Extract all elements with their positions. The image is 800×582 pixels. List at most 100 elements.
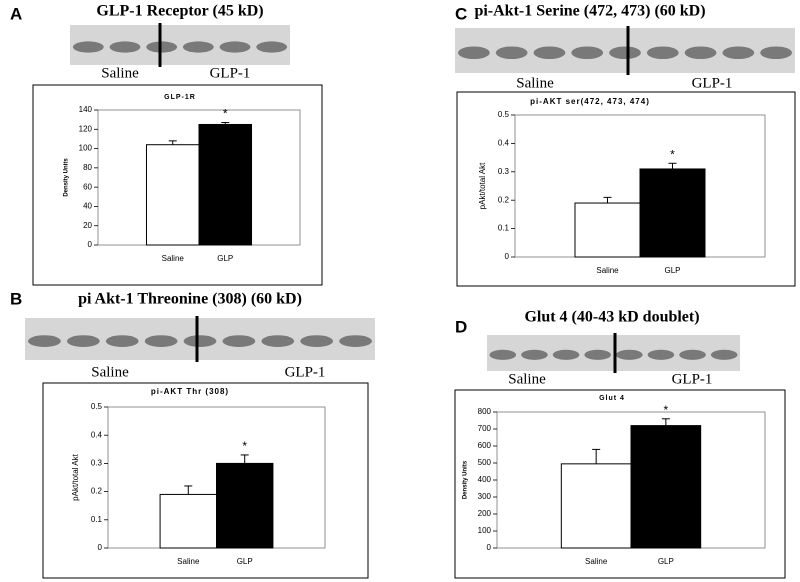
annotation: * (223, 107, 228, 121)
blot-band (710, 349, 738, 360)
y-tick-label: 600 (478, 441, 492, 450)
blot-band (616, 349, 643, 360)
blot-band (67, 335, 100, 347)
x-tick-label: Saline (162, 254, 185, 263)
y-tick-label: 100 (79, 144, 93, 153)
blot-band (722, 46, 755, 60)
y-tick-label: 0.5 (498, 110, 510, 119)
blot-label: Saline (101, 65, 139, 81)
y-tick-label: 100 (478, 526, 492, 535)
annotation: * (670, 147, 675, 161)
blot-band (760, 46, 792, 60)
blot-band (609, 46, 641, 60)
blot-label: GLP-1 (210, 65, 251, 81)
blot-band (105, 335, 139, 347)
bar (560, 463, 632, 549)
blot-label: GLP-1 (692, 75, 733, 91)
y-tick-label: 0.2 (498, 195, 510, 204)
panel-letter: A (10, 4, 22, 23)
blot-band (256, 41, 288, 53)
blot-title: GLP-1 Receptor (45 kD) (96, 3, 263, 20)
y-tick-label: 120 (79, 124, 93, 133)
bar (630, 425, 702, 549)
blot-band (219, 41, 251, 53)
blot-title: pi Akt-1 Threonine (308) (60 kD) (78, 291, 302, 308)
y-tick-label: 0 (98, 543, 103, 552)
bar (216, 462, 274, 549)
x-tick-label: Saline (596, 266, 619, 275)
panel-letter: C (455, 4, 467, 23)
panel-letter: D (455, 317, 467, 336)
y-axis-label: Density Units (64, 158, 70, 197)
blot-band (679, 349, 706, 360)
y-tick-label: 0.2 (91, 487, 103, 496)
y-tick-label: 700 (478, 424, 492, 433)
y-tick-label: 40 (83, 202, 92, 211)
blot-band (533, 46, 566, 60)
blot-label: Saline (508, 371, 546, 387)
x-tick-label: GLP (658, 557, 674, 566)
blot-band (552, 349, 580, 360)
y-tick-label: 0.1 (498, 224, 510, 233)
bar (198, 123, 253, 246)
chart-frame (42, 382, 369, 579)
panel-letter: B (10, 289, 22, 308)
y-tick-label: 0.1 (91, 515, 103, 524)
annotation: * (242, 439, 247, 453)
y-tick-label: 0.3 (91, 459, 103, 468)
blot-label: Saline (516, 75, 554, 91)
blot-band (495, 46, 528, 60)
y-tick-label: 80 (83, 163, 92, 172)
blot-band (339, 335, 372, 347)
blot-band (72, 41, 104, 53)
y-tick-label: 0.4 (91, 430, 103, 439)
blot-label: GLP-1 (672, 371, 713, 387)
y-tick-label: 300 (478, 492, 492, 501)
blot-band (183, 335, 217, 347)
blot-band (144, 335, 178, 347)
blot-title: pi-Akt-1 Serine (472, 473) (60 kD) (474, 3, 705, 20)
chart-title: pi-AKT Thr (308) (151, 387, 229, 396)
x-tick-label: Saline (177, 557, 200, 566)
blot-band (571, 46, 604, 60)
blot-band (521, 349, 548, 360)
blot-band (28, 335, 61, 347)
blot-label: Saline (91, 364, 129, 380)
y-tick-label: 0.4 (498, 139, 510, 148)
x-tick-label: Saline (585, 557, 608, 566)
blot-image (70, 25, 290, 65)
bar (574, 202, 641, 258)
y-tick-label: 60 (83, 182, 92, 191)
blot-band (182, 41, 214, 53)
y-axis-label: pAkt/total Akt (71, 453, 80, 500)
x-tick-label: GLP (217, 254, 233, 263)
chart-title: GLP-1R (164, 94, 196, 101)
y-tick-label: 400 (478, 475, 492, 484)
blot-title: Glut 4 (40-43 kD doublet) (524, 309, 699, 326)
blot-label: GLP-1 (285, 364, 326, 380)
y-tick-label: 0 (88, 240, 93, 249)
x-tick-label: GLP (237, 557, 253, 566)
y-tick-label: 0 (487, 543, 492, 552)
blot-band (584, 349, 611, 360)
y-tick-label: 800 (478, 407, 492, 416)
y-tick-label: 500 (478, 458, 492, 467)
y-tick-label: 0.3 (498, 167, 510, 176)
blot-band (300, 335, 333, 347)
y-tick-label: 200 (478, 509, 492, 518)
y-axis-label: Density Units (463, 460, 469, 499)
blot-band (646, 46, 679, 60)
y-tick-label: 0.5 (91, 402, 103, 411)
bar (639, 168, 706, 258)
chart-title: pi-AKT ser(472, 473, 474) (530, 97, 650, 106)
y-tick-label: 140 (79, 105, 93, 114)
bar (159, 493, 217, 549)
chart-title: Glut 4 (599, 395, 625, 402)
blot-band (222, 335, 256, 347)
y-tick-label: 20 (83, 221, 92, 230)
blot-band (146, 41, 178, 53)
x-tick-label: GLP (664, 266, 680, 275)
blot-band (458, 46, 490, 60)
blot-band (261, 335, 295, 347)
blot-band (109, 41, 141, 53)
